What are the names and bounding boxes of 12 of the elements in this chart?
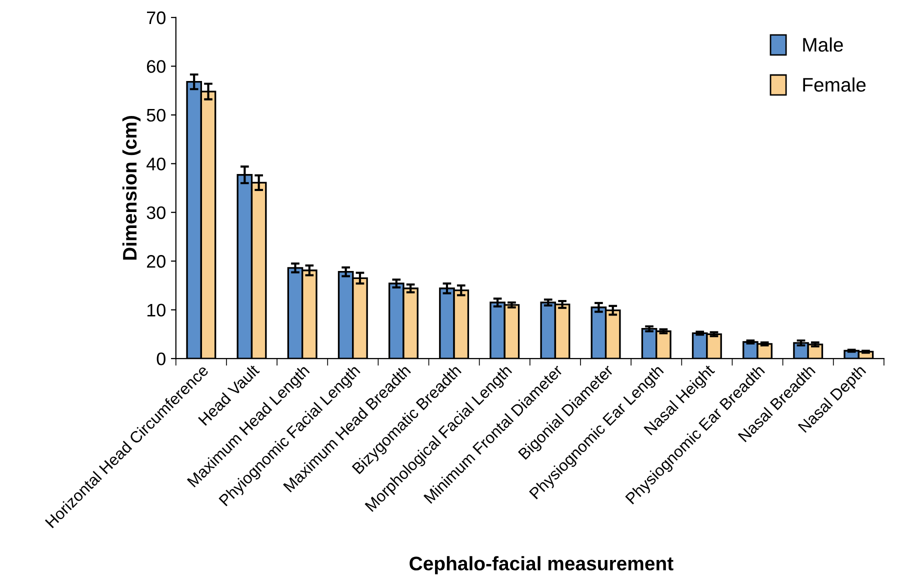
y-tick-label: 50	[146, 108, 166, 122]
y-tick-label: 40	[146, 158, 166, 170]
x-axis-title: Cephalo-facial measurement	[410, 556, 674, 574]
y-tick-label: 60	[147, 60, 166, 73]
y-tick-label: 20	[146, 255, 166, 268]
legend-label: Male	[803, 37, 843, 52]
y-tick-label: 70	[147, 11, 166, 24]
y-axis-title: Dimension (cm)	[122, 116, 141, 260]
y-tick-label: 0	[156, 352, 166, 366]
legend-label: Female	[803, 77, 866, 92]
y-tick-label: 10	[147, 304, 166, 317]
y-tick-label: 30	[146, 206, 166, 220]
